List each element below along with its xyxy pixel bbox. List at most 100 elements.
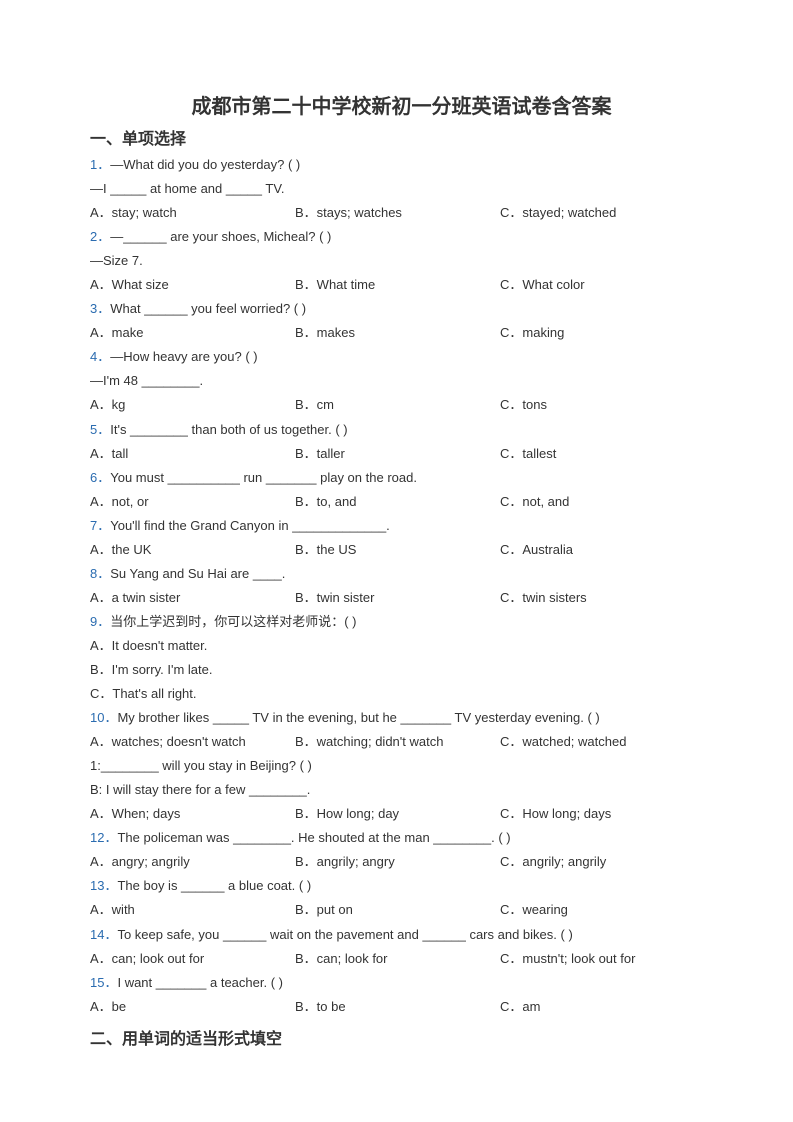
option-C: C．tallest (500, 442, 713, 466)
option-A: A．kg (90, 393, 295, 417)
section-1-head: 一、单项选择 (90, 125, 713, 149)
question-number: 6． (90, 470, 110, 485)
section-2-head: 二、用单词的适当形式填空 (90, 1025, 713, 1049)
question-text: I want _______ a teacher. ( ) (117, 975, 283, 990)
question-stem: 9．当你上学迟到时，你可以这样对老师说：( ) (90, 610, 713, 634)
question-number: 10． (90, 710, 117, 725)
option-A: A．tall (90, 442, 295, 466)
option-A: A．angry; angrily (90, 850, 295, 874)
question-options-row: A．beB．to beC．am (90, 995, 713, 1019)
option-B: B．stays; watches (295, 201, 500, 225)
question-text: ________ will you stay in Beijing? ( ) (101, 758, 312, 773)
option-vertical: C．That's all right. (90, 682, 713, 706)
question-number: 13． (90, 878, 117, 893)
question-stem: 8．Su Yang and Su Hai are ____. (90, 562, 713, 586)
option-B: B．angrily; angry (295, 850, 500, 874)
option-A: A．What size (90, 273, 295, 297)
question-extra: —I'm 48 ________. (90, 369, 713, 393)
question-stem: 5．It's ________ than both of us together… (90, 418, 713, 442)
question-options-row: A．When; daysB．How long; dayC．How long; d… (90, 802, 713, 826)
question-options-row: A．stay; watchB．stays; watchesC．stayed; w… (90, 201, 713, 225)
question-stem: 2．—______ are your shoes, Micheal? ( ) (90, 225, 713, 249)
option-C: C．not, and (500, 490, 713, 514)
question-text: —How heavy are you? ( ) (110, 349, 257, 364)
question-number: 8． (90, 566, 110, 581)
option-C: C．Australia (500, 538, 713, 562)
option-A: A．the UK (90, 538, 295, 562)
question-stem: 13．The boy is ______ a blue coat. ( ) (90, 874, 713, 898)
option-B: B．How long; day (295, 802, 500, 826)
question-options-row: A．tallB．tallerC．tallest (90, 442, 713, 466)
question-extra: —I _____ at home and _____ TV. (90, 177, 713, 201)
option-C: C．making (500, 321, 713, 345)
option-C: C．wearing (500, 898, 713, 922)
question-number: 9． (90, 614, 110, 629)
question-stem: 1:________ will you stay in Beijing? ( ) (90, 754, 713, 778)
option-A: A．a twin sister (90, 586, 295, 610)
question-text: My brother likes _____ TV in the evening… (117, 710, 599, 725)
question-stem: 12．The policeman was ________. He shoute… (90, 826, 713, 850)
question-number: 12． (90, 830, 117, 845)
question-options-row: A．can; look out forB．can; look forC．must… (90, 947, 713, 971)
question-options-row: A．makeB．makesC．making (90, 321, 713, 345)
question-text: The boy is ______ a blue coat. ( ) (117, 878, 311, 893)
option-C: C．tons (500, 393, 713, 417)
option-B: B．makes (295, 321, 500, 345)
option-B: B．What time (295, 273, 500, 297)
option-A: A．watches; doesn't watch (90, 730, 295, 754)
question-number: 3． (90, 301, 110, 316)
option-C: C．What color (500, 273, 713, 297)
question-options-row: A．angry; angrilyB．angrily; angryC．angril… (90, 850, 713, 874)
option-vertical: A．It doesn't matter. (90, 634, 713, 658)
question-number: 5． (90, 422, 110, 437)
option-A: A．stay; watch (90, 201, 295, 225)
question-text: Su Yang and Su Hai are ____. (110, 566, 285, 581)
question-number: 7． (90, 518, 110, 533)
option-C: C．mustn't; look out for (500, 947, 713, 971)
option-B: B．to, and (295, 490, 500, 514)
question-number: 4． (90, 349, 110, 364)
option-B: B．can; look for (295, 947, 500, 971)
option-A: A．not, or (90, 490, 295, 514)
question-options-row: A．What sizeB．What timeC．What color (90, 273, 713, 297)
option-C: C．angrily; angrily (500, 850, 713, 874)
question-stem: 4．—How heavy are you? ( ) (90, 345, 713, 369)
option-C: C．watched; watched (500, 730, 713, 754)
question-text: —What did you do yesterday? ( ) (110, 157, 300, 172)
option-B: B．to be (295, 995, 500, 1019)
question-text: You'll find the Grand Canyon in ________… (110, 518, 390, 533)
question-stem: 15．I want _______ a teacher. ( ) (90, 971, 713, 995)
option-B: B．watching; didn't watch (295, 730, 500, 754)
question-options-row: A．a twin sisterB．twin sisterC．twin siste… (90, 586, 713, 610)
question-extra: —Size 7. (90, 249, 713, 273)
option-A: A．with (90, 898, 295, 922)
question-text: You must __________ run _______ play on … (110, 470, 417, 485)
question-extra: B: I will stay there for a few ________. (90, 778, 713, 802)
option-A: A．can; look out for (90, 947, 295, 971)
exam-page: 成都市第二十中学校新初一分班英语试卷含答案 一、单项选择 1．—What did… (0, 0, 793, 1113)
question-number: 15． (90, 975, 117, 990)
option-C: C．twin sisters (500, 586, 713, 610)
question-text: What ______ you feel worried? ( ) (110, 301, 306, 316)
question-text: 当你上学迟到时，你可以这样对老师说：( ) (110, 614, 356, 629)
option-B: B．put on (295, 898, 500, 922)
question-number: 2． (90, 229, 110, 244)
option-B: B．the US (295, 538, 500, 562)
question-stem: 14．To keep safe, you ______ wait on the … (90, 923, 713, 947)
question-options-row: A．not, orB．to, andC．not, and (90, 490, 713, 514)
option-C: C．stayed; watched (500, 201, 713, 225)
question-number: 14． (90, 927, 117, 942)
question-options-row: A．withB．put onC．wearing (90, 898, 713, 922)
option-A: A．make (90, 321, 295, 345)
question-stem: 3．What ______ you feel worried? ( ) (90, 297, 713, 321)
option-A: A．be (90, 995, 295, 1019)
page-title: 成都市第二十中学校新初一分班英语试卷含答案 (90, 90, 713, 119)
option-C: C．How long; days (500, 802, 713, 826)
question-number: 1: (90, 758, 101, 773)
question-options-row: A．kgB．cmC．tons (90, 393, 713, 417)
question-stem: 7．You'll find the Grand Canyon in ______… (90, 514, 713, 538)
option-C: C．am (500, 995, 713, 1019)
option-B: B．twin sister (295, 586, 500, 610)
question-number: 1． (90, 157, 110, 172)
question-options-row: A．watches; doesn't watchB．watching; didn… (90, 730, 713, 754)
